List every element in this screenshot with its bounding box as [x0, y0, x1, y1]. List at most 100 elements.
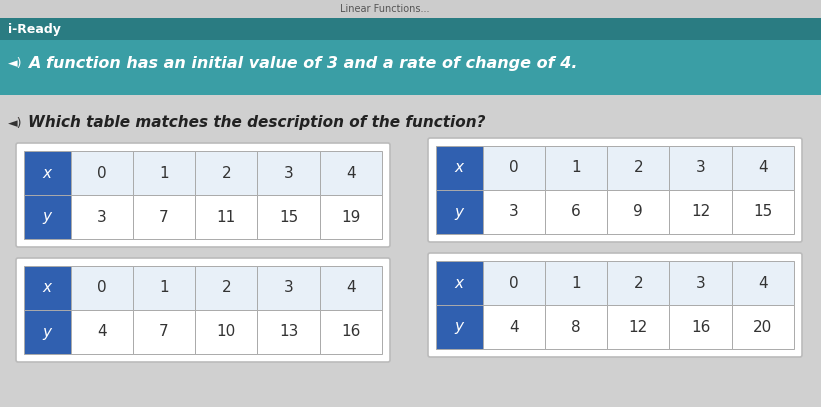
Text: 2: 2: [222, 280, 231, 295]
Bar: [732, 190, 794, 234]
Text: x: x: [43, 166, 52, 180]
Text: y: y: [455, 319, 464, 335]
Bar: [436, 146, 483, 190]
Bar: [71, 151, 133, 195]
Bar: [483, 190, 545, 234]
Text: 19: 19: [342, 210, 360, 225]
Bar: [483, 261, 545, 305]
Bar: [24, 195, 71, 239]
Text: 20: 20: [753, 319, 773, 335]
Bar: [436, 261, 483, 305]
Text: x: x: [43, 280, 52, 295]
Text: 1: 1: [571, 276, 580, 291]
Bar: [545, 190, 607, 234]
Bar: [133, 195, 195, 239]
Text: 4: 4: [346, 280, 355, 295]
Bar: [0, 40, 821, 95]
Text: x: x: [455, 160, 464, 175]
Bar: [0, 18, 821, 40]
Text: 11: 11: [217, 210, 236, 225]
Text: 2: 2: [634, 276, 643, 291]
Text: 7: 7: [159, 210, 169, 225]
Text: i-Ready: i-Ready: [8, 22, 61, 35]
Bar: [71, 195, 133, 239]
Bar: [24, 151, 71, 195]
Bar: [0, 0, 821, 18]
Text: 4: 4: [758, 276, 768, 291]
Text: 2: 2: [222, 166, 231, 180]
Text: y: y: [43, 324, 52, 339]
Bar: [133, 151, 195, 195]
Bar: [195, 151, 258, 195]
Text: 3: 3: [284, 166, 293, 180]
Bar: [195, 195, 258, 239]
Text: 1: 1: [159, 280, 169, 295]
Bar: [545, 146, 607, 190]
Text: 0: 0: [97, 280, 107, 295]
Bar: [669, 146, 732, 190]
Bar: [71, 310, 133, 354]
Text: 0: 0: [509, 276, 519, 291]
Bar: [607, 190, 669, 234]
Bar: [545, 261, 607, 305]
Text: 8: 8: [571, 319, 580, 335]
Text: 0: 0: [509, 160, 519, 175]
Text: 1: 1: [571, 160, 580, 175]
Text: 16: 16: [342, 324, 360, 339]
Text: A function has an initial value of 3 and a rate of change of 4.: A function has an initial value of 3 and…: [28, 56, 577, 71]
FancyBboxPatch shape: [16, 143, 390, 247]
Text: 15: 15: [753, 204, 773, 219]
FancyBboxPatch shape: [428, 253, 802, 357]
FancyBboxPatch shape: [428, 138, 802, 242]
Text: 12: 12: [691, 204, 710, 219]
Text: 3: 3: [509, 204, 519, 219]
Text: Which table matches the description of the function?: Which table matches the description of t…: [28, 116, 485, 131]
Text: 10: 10: [217, 324, 236, 339]
Bar: [133, 310, 195, 354]
Bar: [483, 146, 545, 190]
Bar: [607, 305, 669, 349]
Bar: [319, 310, 382, 354]
Bar: [607, 261, 669, 305]
Text: 9: 9: [633, 204, 643, 219]
Bar: [669, 190, 732, 234]
Bar: [436, 305, 483, 349]
Text: 3: 3: [97, 210, 107, 225]
Text: 15: 15: [279, 210, 298, 225]
Bar: [319, 151, 382, 195]
Bar: [319, 266, 382, 310]
Text: y: y: [455, 204, 464, 219]
Bar: [258, 310, 319, 354]
Text: ◄): ◄): [8, 116, 22, 129]
Text: 3: 3: [284, 280, 293, 295]
Text: y: y: [43, 210, 52, 225]
Bar: [133, 266, 195, 310]
Bar: [436, 190, 483, 234]
Bar: [483, 305, 545, 349]
Text: 1: 1: [159, 166, 169, 180]
Bar: [732, 261, 794, 305]
Text: 7: 7: [159, 324, 169, 339]
FancyBboxPatch shape: [16, 258, 390, 362]
Bar: [607, 146, 669, 190]
Bar: [732, 146, 794, 190]
Bar: [669, 261, 732, 305]
Text: 6: 6: [571, 204, 580, 219]
Bar: [258, 266, 319, 310]
Bar: [24, 310, 71, 354]
Bar: [258, 151, 319, 195]
Text: 16: 16: [691, 319, 710, 335]
Text: ◄): ◄): [8, 57, 22, 70]
Bar: [195, 310, 258, 354]
Bar: [545, 305, 607, 349]
Text: 13: 13: [279, 324, 298, 339]
Text: 3: 3: [695, 160, 705, 175]
Text: x: x: [455, 276, 464, 291]
Bar: [669, 305, 732, 349]
Text: 0: 0: [97, 166, 107, 180]
Text: 4: 4: [346, 166, 355, 180]
Bar: [258, 195, 319, 239]
Bar: [24, 266, 71, 310]
Text: 2: 2: [634, 160, 643, 175]
Bar: [195, 266, 258, 310]
